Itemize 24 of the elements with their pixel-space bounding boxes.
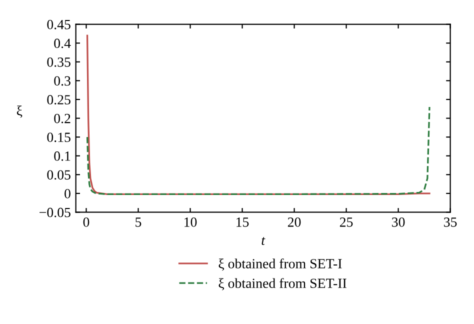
x-axis-title: t <box>262 237 266 246</box>
y-tick-label: 0.2 <box>54 114 70 124</box>
y-tick-label: 0.3 <box>54 76 70 86</box>
x-tick-label: 25 <box>340 218 353 227</box>
y-tick-label: 0.05 <box>47 170 70 180</box>
y-tick-label: 0.35 <box>47 57 70 67</box>
x-tick-label: 20 <box>288 217 301 227</box>
y-tick-label: 0.4 <box>54 38 71 48</box>
x-tick-label: 10 <box>184 217 197 227</box>
x-tick-label: 0 <box>83 217 90 227</box>
x-tick-label: 35 <box>444 218 457 227</box>
x-tick-label: 30 <box>392 217 405 227</box>
y-tick-label: 0.1 <box>54 151 70 161</box>
y-tick-label: −0.05 <box>40 208 70 218</box>
y-tick-label: 0 <box>64 189 70 198</box>
legend-label: ξ obtained from SET-II <box>218 278 346 290</box>
x-tick-label: 15 <box>236 218 249 227</box>
y-axis-title: ξ <box>16 106 22 118</box>
y-tick-label: 0.45 <box>47 20 70 30</box>
y-tick-label: 0.15 <box>47 132 70 142</box>
legend-label: ξ obtained from SET-I <box>218 258 342 271</box>
line-series <box>86 106 430 196</box>
y-tick-label: 0.25 <box>47 95 70 104</box>
x-tick-label: 5 <box>136 218 142 227</box>
